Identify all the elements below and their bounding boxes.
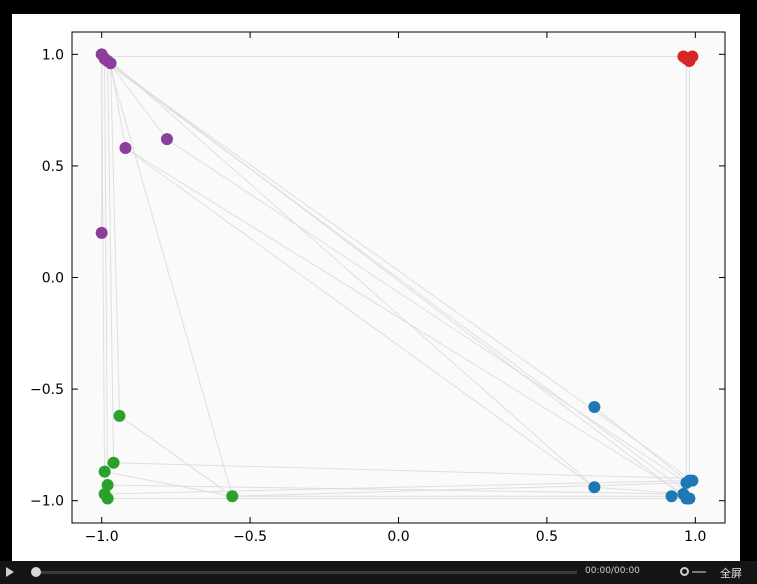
edge-line bbox=[110, 63, 126, 149]
fullscreen-button[interactable]: 全屏 bbox=[720, 567, 742, 580]
data-point bbox=[101, 492, 114, 505]
edge-line bbox=[125, 147, 595, 488]
y-tick-label: 1.0 bbox=[42, 47, 64, 63]
edge-line bbox=[594, 406, 690, 484]
edge-line bbox=[104, 58, 684, 497]
y-tick-label: −0.5 bbox=[30, 382, 64, 398]
data-point bbox=[160, 133, 173, 146]
scatter-chart: −1.0 −0.5 0.0 0.5 1.0 −1.0 −0.5 0.0 0.5 1.0 bbox=[30, 31, 726, 545]
edge-line bbox=[125, 147, 684, 495]
video-controls-bar: 00:00/00:00 全屏 bbox=[0, 561, 757, 584]
data-point bbox=[98, 465, 111, 478]
progress-bar[interactable] bbox=[37, 571, 577, 574]
data-point bbox=[680, 52, 693, 65]
y-tick-label: 0.0 bbox=[42, 271, 64, 287]
y-tick-label: −1.0 bbox=[30, 494, 64, 510]
x-tick-label: 1.0 bbox=[684, 529, 706, 545]
data-point bbox=[588, 481, 601, 494]
data-point bbox=[95, 226, 108, 239]
edge-line bbox=[232, 482, 687, 497]
x-tick-label: −0.5 bbox=[233, 529, 267, 545]
edge-line bbox=[119, 415, 233, 497]
y-tick-label: 0.5 bbox=[42, 159, 64, 175]
play-icon[interactable] bbox=[6, 567, 14, 577]
data-point bbox=[588, 400, 601, 413]
edge-line bbox=[107, 62, 687, 493]
volume-slider[interactable] bbox=[692, 571, 706, 573]
edge-line bbox=[107, 58, 233, 497]
plot-area bbox=[72, 32, 725, 523]
edge-line bbox=[101, 56, 106, 494]
edge-line bbox=[166, 138, 687, 484]
video-frame: −1.0 −0.5 0.0 0.5 1.0 −1.0 −0.5 0.0 0.5 1.0 bbox=[12, 14, 740, 561]
edge-line bbox=[107, 60, 168, 140]
data-point bbox=[119, 142, 132, 155]
edge-line bbox=[107, 58, 115, 463]
edge-line bbox=[110, 60, 595, 488]
data-point bbox=[683, 474, 696, 487]
edge-line bbox=[104, 61, 109, 499]
edge-line bbox=[110, 63, 120, 416]
volume-icon[interactable] bbox=[680, 567, 689, 576]
data-point bbox=[113, 409, 126, 422]
data-point bbox=[104, 57, 117, 70]
edge-line bbox=[107, 484, 687, 495]
edge-line bbox=[104, 471, 233, 497]
progress-handle[interactable] bbox=[31, 567, 41, 577]
time-display: 00:00/00:00 bbox=[585, 566, 640, 576]
data-point bbox=[107, 456, 120, 469]
data-point bbox=[665, 490, 678, 503]
data-point bbox=[226, 490, 239, 503]
data-point bbox=[680, 492, 693, 505]
edge-line bbox=[113, 462, 690, 479]
x-tick-label: 0.5 bbox=[536, 529, 558, 545]
x-tick-label: 0.0 bbox=[387, 529, 409, 545]
x-tick-label: −1.0 bbox=[85, 529, 119, 545]
